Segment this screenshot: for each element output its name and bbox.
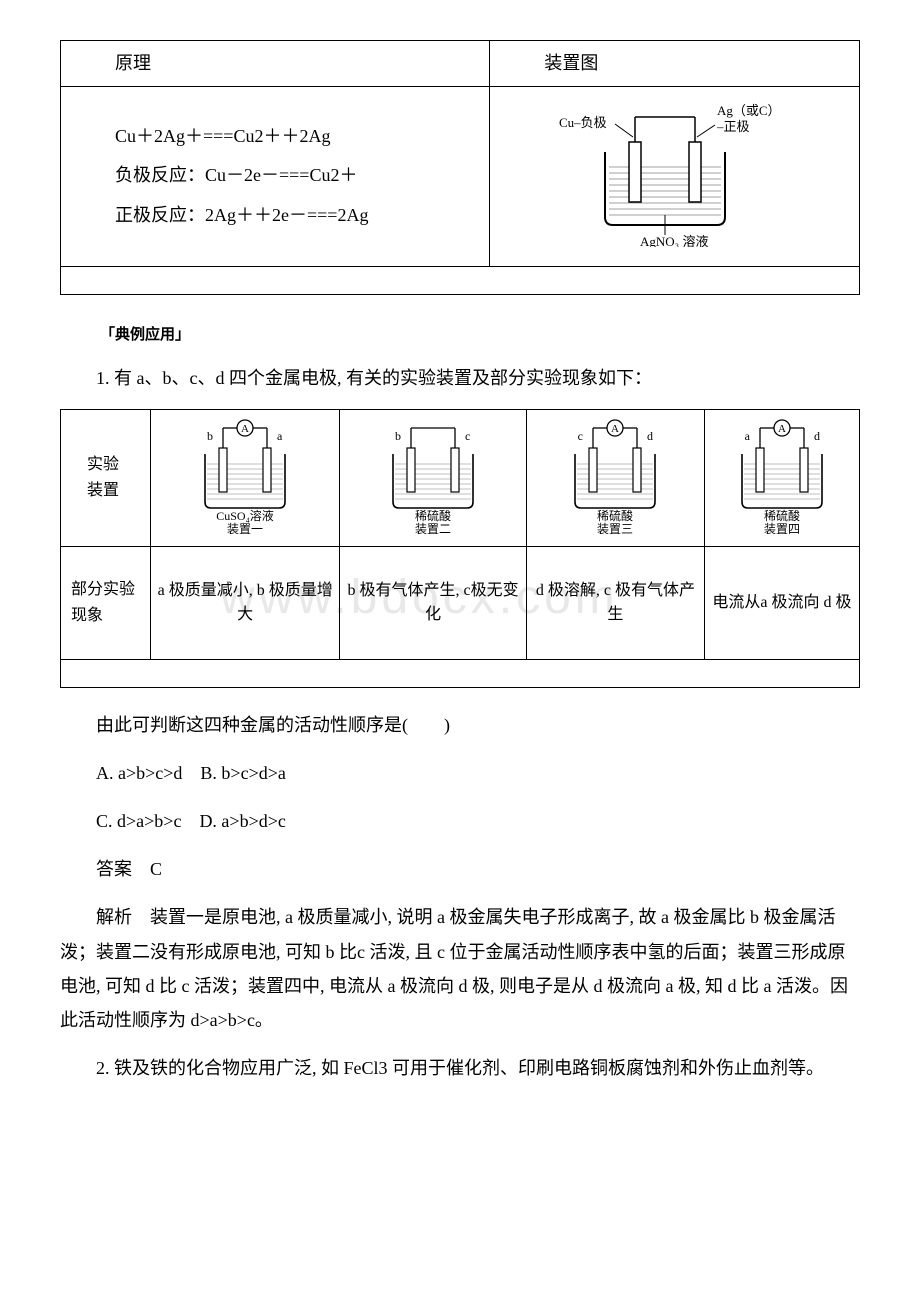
diagram-cell: Cu–负极 Ag（或C） –正极 xyxy=(490,86,860,266)
phenomenon-2: b 极有气体产生, c极无变化 xyxy=(340,547,527,659)
device-diagram: A c d 稀硫酸 装置三 xyxy=(540,414,690,534)
device-diagram: A b a CuSO₄溶液 装置一 xyxy=(170,414,320,534)
neg-electrode-label: Cu–负极 xyxy=(559,115,607,130)
svg-text:稀硫酸: 稀硫酸 xyxy=(764,508,800,523)
svg-text:b: b xyxy=(395,429,401,443)
svg-text:稀硫酸: 稀硫酸 xyxy=(597,508,633,523)
pos-electrode-label-1: Ag（或C） xyxy=(717,103,781,118)
options-line1: A. a>b>c>d B. b>c>d>a xyxy=(60,756,860,790)
phenomenon-3: d 极溶解, c 极有气体产生 xyxy=(526,547,704,659)
svg-text:d: d xyxy=(647,429,653,443)
eq-negative: 负极反应：Cu－2e－===Cu2＋ xyxy=(115,165,357,185)
q2-intro-text: 2. 铁及铁的化合物应用广泛, 如 FeCl3 可用于催化剂、印刷电路铜板腐蚀剂… xyxy=(60,1051,860,1085)
header-principle: 原理 xyxy=(61,41,490,87)
empty-row-2 xyxy=(61,659,860,687)
svg-text:a: a xyxy=(745,429,751,443)
svg-text:装置一: 装置一 xyxy=(227,522,263,534)
options-line2: C. d>a>b>c D. a>b>d>c xyxy=(60,804,860,838)
phenomenon-1: a 极质量减小, b 极质量增大 xyxy=(151,547,340,659)
svg-text:CuSO₄溶液: CuSO₄溶液 xyxy=(216,508,274,523)
pos-electrode-label-2: –正极 xyxy=(716,119,750,134)
answer-text: 答案 C xyxy=(60,852,860,886)
eq-positive: 正极反应：2Ag＋＋2e－===2Ag xyxy=(115,205,368,225)
row-label-devices: 实验 装置 xyxy=(61,409,151,547)
device-1-cell: A b a CuSO₄溶液 装置一 xyxy=(151,409,340,547)
equations-cell: Cu＋2Ag＋===Cu2＋＋2Ag 负极反应：Cu－2e－===Cu2＋ 正极… xyxy=(61,86,490,266)
device-2-cell: b c 稀硫酸 装置二 xyxy=(340,409,527,547)
svg-text:装置四: 装置四 xyxy=(764,522,800,534)
q1-intro-text: 1. 有 a、b、c、d 四个金属电极, 有关的实验装置及部分实验现象如下： xyxy=(60,361,860,395)
explanation-text: 解析 装置一是原电池, a 极质量减小, 说明 a 极金属失电子形成离子, 故 … xyxy=(60,900,860,1037)
empty-row xyxy=(61,266,860,294)
header-diagram: 装置图 xyxy=(490,41,860,87)
examples-section-label: 「典例应用」 xyxy=(100,323,860,347)
phenomenon-4: 电流从a 极流向 d 极 xyxy=(704,547,859,659)
svg-text:d: d xyxy=(814,429,820,443)
solution-label: AgNO₃ 溶液 xyxy=(640,234,708,247)
svg-text:c: c xyxy=(465,429,470,443)
experiment-table: 实验 装置 A b a CuSO₄溶液 装置一 b c 稀硫酸 装置二 A c … xyxy=(60,409,860,688)
eq-total: Cu＋2Ag＋===Cu2＋＋2Ag xyxy=(115,126,330,146)
principle-diagram-table: 原理 装置图 Cu＋2Ag＋===Cu2＋＋2Ag 负极反应：Cu－2e－===… xyxy=(60,40,860,295)
device-diagram: A a d 稀硫酸 装置四 xyxy=(707,414,857,534)
svg-text:a: a xyxy=(277,429,283,443)
svg-text:c: c xyxy=(578,429,583,443)
svg-text:A: A xyxy=(611,423,619,435)
svg-text:装置二: 装置二 xyxy=(415,522,451,534)
svg-text:A: A xyxy=(241,423,249,435)
device-diagram: b c 稀硫酸 装置二 xyxy=(358,414,508,534)
row-label-phenomena: 部分实验现象 xyxy=(61,547,151,659)
galvanic-cell-diagram: Cu–负极 Ag（或C） –正极 xyxy=(545,97,805,247)
svg-text:稀硫酸: 稀硫酸 xyxy=(415,508,451,523)
device-4-cell: A a d 稀硫酸 装置四 xyxy=(704,409,859,547)
svg-text:装置三: 装置三 xyxy=(597,522,633,534)
svg-text:b: b xyxy=(207,429,213,443)
q1-followup: 由此可判断这四种金属的活动性顺序是( ) xyxy=(60,708,860,742)
svg-text:A: A xyxy=(778,423,786,435)
device-3-cell: A c d 稀硫酸 装置三 xyxy=(526,409,704,547)
